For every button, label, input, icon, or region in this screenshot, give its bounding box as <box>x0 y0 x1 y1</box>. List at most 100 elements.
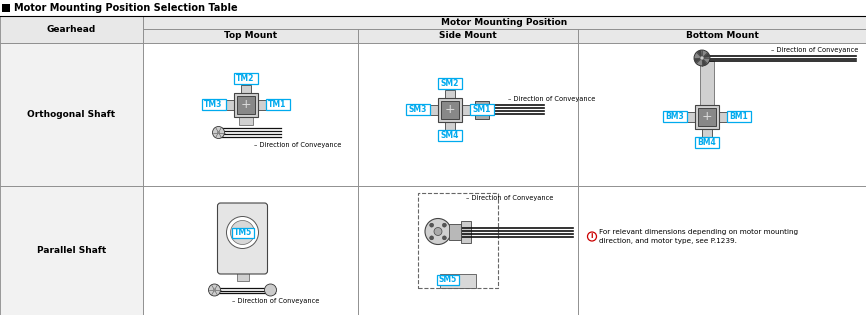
Text: BM4: BM4 <box>698 138 716 147</box>
Bar <box>0 16 143 43</box>
Text: SM5: SM5 <box>439 276 457 284</box>
Bar <box>687 112 695 122</box>
Bar <box>143 16 866 29</box>
Circle shape <box>213 289 216 291</box>
Bar <box>241 84 250 93</box>
Text: – Direction of Conveyance: – Direction of Conveyance <box>508 96 596 102</box>
Bar <box>430 105 438 114</box>
Bar <box>438 78 462 89</box>
Text: Side Mount: Side Mount <box>439 32 497 41</box>
Circle shape <box>209 284 221 296</box>
Text: BM1: BM1 <box>730 112 748 121</box>
Circle shape <box>230 220 255 244</box>
Bar <box>0 43 143 186</box>
Text: BM3: BM3 <box>666 112 684 121</box>
Text: – Direction of Conveyance: – Direction of Conveyance <box>232 298 320 304</box>
Bar <box>578 43 866 186</box>
Text: +: + <box>444 103 456 116</box>
Bar <box>238 105 253 124</box>
Bar <box>470 104 494 115</box>
Text: TM5: TM5 <box>233 228 252 237</box>
Bar <box>234 93 257 117</box>
Bar <box>358 186 578 315</box>
Text: Parallel Shaft: Parallel Shaft <box>37 246 107 255</box>
Text: Bottom Mount: Bottom Mount <box>686 32 759 41</box>
Text: i: i <box>591 233 593 239</box>
Bar <box>438 98 462 122</box>
Bar <box>449 224 461 239</box>
Wedge shape <box>697 50 702 58</box>
Bar <box>231 227 254 238</box>
Bar <box>462 105 470 114</box>
Bar <box>418 193 498 288</box>
Circle shape <box>694 50 710 66</box>
Bar <box>719 112 727 122</box>
Wedge shape <box>702 53 710 58</box>
Text: – Direction of Conveyance: – Direction of Conveyance <box>466 195 553 201</box>
Text: SM3: SM3 <box>409 105 427 114</box>
Bar <box>0 186 143 315</box>
Text: Motor Mounting Position Selection Table: Motor Mounting Position Selection Table <box>14 3 237 13</box>
Bar <box>695 105 719 129</box>
Circle shape <box>227 216 258 249</box>
Wedge shape <box>702 58 708 66</box>
Bar <box>234 73 257 84</box>
Circle shape <box>700 56 704 60</box>
Bar <box>698 107 716 125</box>
Bar <box>406 104 430 115</box>
Bar <box>440 274 476 288</box>
Bar <box>445 122 455 129</box>
Text: TM3: TM3 <box>204 100 223 109</box>
Bar <box>663 111 687 122</box>
Bar <box>266 99 289 110</box>
Circle shape <box>430 223 434 227</box>
Wedge shape <box>694 58 702 63</box>
Bar <box>143 186 358 315</box>
Bar <box>202 99 225 110</box>
Text: SM4: SM4 <box>441 131 459 140</box>
Circle shape <box>425 219 451 244</box>
Bar <box>2 4 10 12</box>
Text: – Direction of Conveyance: – Direction of Conveyance <box>771 47 858 53</box>
Circle shape <box>240 230 245 235</box>
Text: Orthogonal Shaft: Orthogonal Shaft <box>28 110 115 119</box>
Circle shape <box>443 236 446 240</box>
Text: TM1: TM1 <box>268 100 287 109</box>
Text: – Direction of Conveyance: – Direction of Conveyance <box>254 141 341 147</box>
Bar <box>0 0 866 16</box>
Text: SM2: SM2 <box>441 79 459 88</box>
Bar <box>225 100 234 110</box>
Circle shape <box>212 127 224 139</box>
Circle shape <box>430 236 434 240</box>
Text: Gearhead: Gearhead <box>47 25 96 34</box>
Text: Motor Mounting Position: Motor Mounting Position <box>442 18 567 27</box>
FancyBboxPatch shape <box>217 203 268 274</box>
Bar <box>358 29 578 43</box>
Bar <box>702 129 712 136</box>
Bar <box>700 61 714 105</box>
Bar <box>438 130 462 141</box>
Bar <box>441 100 459 118</box>
Text: +: + <box>240 98 251 111</box>
Text: For relevant dimensions depending on motor mounting
direction, and motor type, s: For relevant dimensions depending on mot… <box>599 229 798 244</box>
Bar <box>358 43 578 186</box>
Bar <box>445 89 455 98</box>
Bar <box>578 186 866 315</box>
Bar <box>578 29 866 43</box>
Text: +: + <box>701 110 713 123</box>
Bar <box>236 95 255 113</box>
Text: SM1: SM1 <box>473 105 491 114</box>
Bar <box>437 275 459 285</box>
Bar <box>143 43 358 186</box>
Bar <box>143 29 358 43</box>
Bar <box>461 220 471 243</box>
Text: Top Mount: Top Mount <box>224 32 277 41</box>
Circle shape <box>443 223 446 227</box>
Bar <box>236 271 249 281</box>
Circle shape <box>587 232 597 241</box>
Bar <box>727 111 751 122</box>
Bar <box>695 137 719 148</box>
Circle shape <box>217 131 220 134</box>
Bar <box>257 100 266 110</box>
Text: TM2: TM2 <box>236 74 255 83</box>
